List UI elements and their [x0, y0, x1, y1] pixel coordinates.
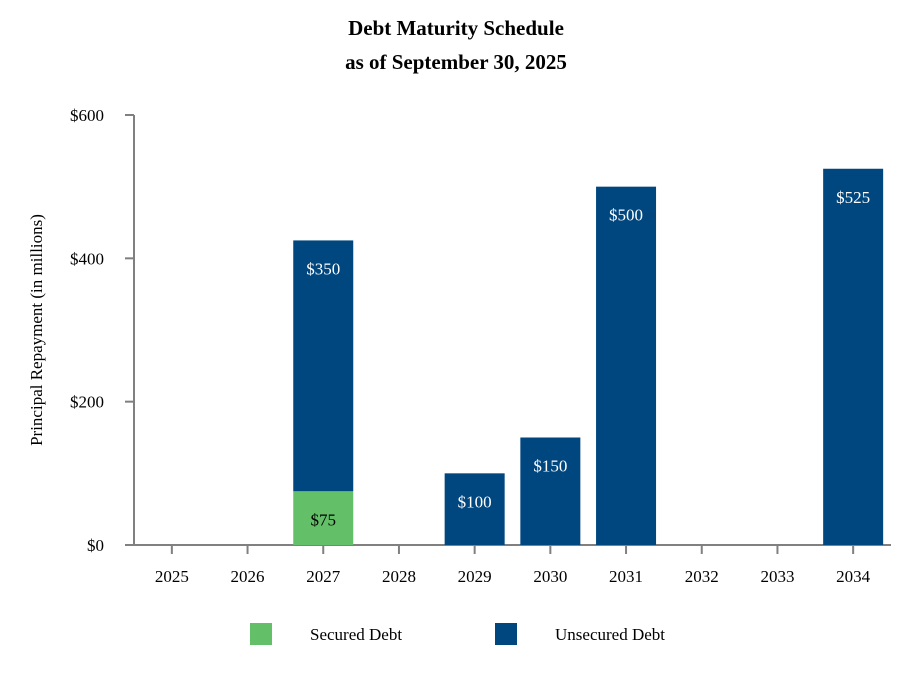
data-label: $525 — [836, 188, 870, 207]
x-tick-label: 2033 — [760, 567, 794, 586]
x-tick-label: 2025 — [155, 567, 189, 586]
bar-secured-debt — [293, 491, 354, 545]
legend-label: Secured Debt — [310, 625, 402, 644]
data-label: $500 — [609, 206, 643, 225]
bar-unsecured-debt — [596, 186, 657, 545]
bar-unsecured-debt — [293, 240, 354, 492]
data-label: $150 — [533, 457, 567, 476]
x-tick-label: 2031 — [609, 567, 643, 586]
y-tick-label: $0 — [87, 536, 104, 555]
chart-title-line-2: as of September 30, 2025 — [345, 50, 567, 74]
x-tick-label: 2029 — [458, 567, 492, 586]
bar-unsecured-debt — [520, 437, 581, 545]
legend-swatch — [250, 623, 272, 645]
legend-swatch — [495, 623, 517, 645]
y-tick-label: $600 — [70, 106, 104, 125]
x-tick-label: 2034 — [836, 567, 871, 586]
data-label: $100 — [458, 492, 492, 511]
bar-unsecured-debt — [444, 473, 505, 545]
bar-unsecured-debt — [823, 168, 884, 545]
x-tick-label: 2030 — [533, 567, 567, 586]
legend-label: Unsecured Debt — [555, 625, 665, 644]
data-label: $75 — [311, 510, 337, 529]
data-label: $350 — [306, 259, 340, 278]
y-tick-label: $200 — [70, 393, 104, 412]
x-tick-label: 2027 — [306, 567, 341, 586]
x-tick-label: 2028 — [382, 567, 416, 586]
y-axis-label: Principal Repayment (in millions) — [27, 214, 46, 446]
chart-title-line-1: Debt Maturity Schedule — [348, 16, 564, 40]
x-tick-label: 2032 — [685, 567, 719, 586]
x-tick-label: 2026 — [231, 567, 265, 586]
y-tick-label: $400 — [70, 249, 104, 268]
